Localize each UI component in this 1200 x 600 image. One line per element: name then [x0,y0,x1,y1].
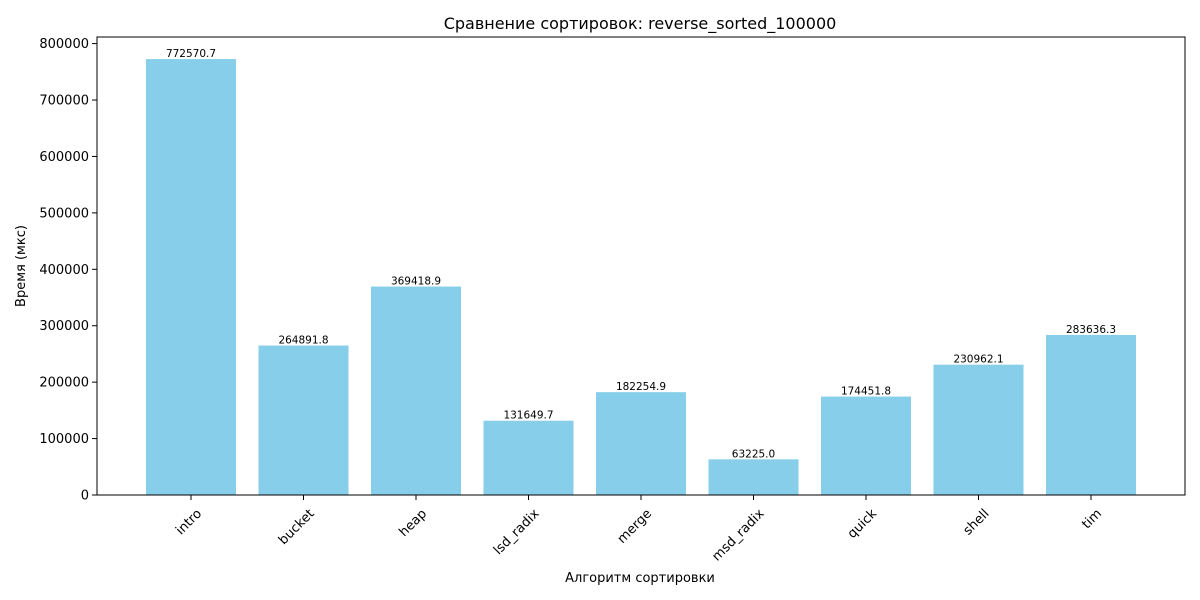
bar-lsd_radix [483,420,574,495]
value-label-tim: 283636.3 [1066,324,1116,336]
y-tick-label-200000: 200000 [39,376,89,391]
y-tick-label-400000: 400000 [39,263,89,278]
x-tick-label-bucket: bucket [276,506,318,548]
y-axis-label: Время (мкс) [14,225,29,307]
value-label-bucket: 264891.8 [278,335,328,347]
value-label-msd_radix: 63225.0 [732,448,775,460]
x-tick-label-merge: merge [615,506,655,546]
value-label-quick: 174451.8 [841,386,891,398]
bar-intro [146,59,236,495]
x-axis-label: Алгоритм сортировки [565,571,715,586]
y-tick-label-300000: 300000 [39,319,89,334]
bar-msd_radix [708,459,799,495]
bar-merge [596,392,686,495]
x-tick-label-tim: tim [1079,506,1105,532]
bar-bucket [258,345,349,495]
value-labels-layer: 772570.7 264891.8 369418.9 131649.7 182254.9… [166,48,1116,460]
x-tick-label-shell: shell [961,506,993,538]
value-label-heap: 369418.9 [391,276,441,288]
y-tick-label-100000: 100000 [39,432,89,447]
value-label-merge: 182254.9 [616,381,666,393]
x-tick-label-intro: intro [173,506,205,538]
y-tick-label-600000: 600000 [39,150,89,165]
x-tick-label-heap: heap [396,506,430,540]
x-tick-label-lsd_radix: lsd_radix [491,506,543,558]
x-tick-label-quick: quick [845,506,881,542]
bar-heap [371,286,461,495]
bars-layer [146,59,1136,495]
value-label-intro: 772570.7 [166,48,216,60]
chart-title: Сравнение сортировок: reverse_sorted_100… [444,14,837,34]
value-label-shell: 230962.1 [953,354,1003,366]
bar-shell [933,364,1024,495]
y-tick-label-500000: 500000 [39,206,89,221]
x-tick-label-msd_radix: msd_radix [710,506,768,564]
y-tick-label-800000: 800000 [39,37,89,52]
y-tick-label-0: 0 [81,489,89,504]
bar-tim [1046,334,1136,495]
value-label-lsd_radix: 131649.7 [503,410,553,422]
y-tick-label-700000: 700000 [39,94,89,109]
bar-quick [821,396,911,495]
